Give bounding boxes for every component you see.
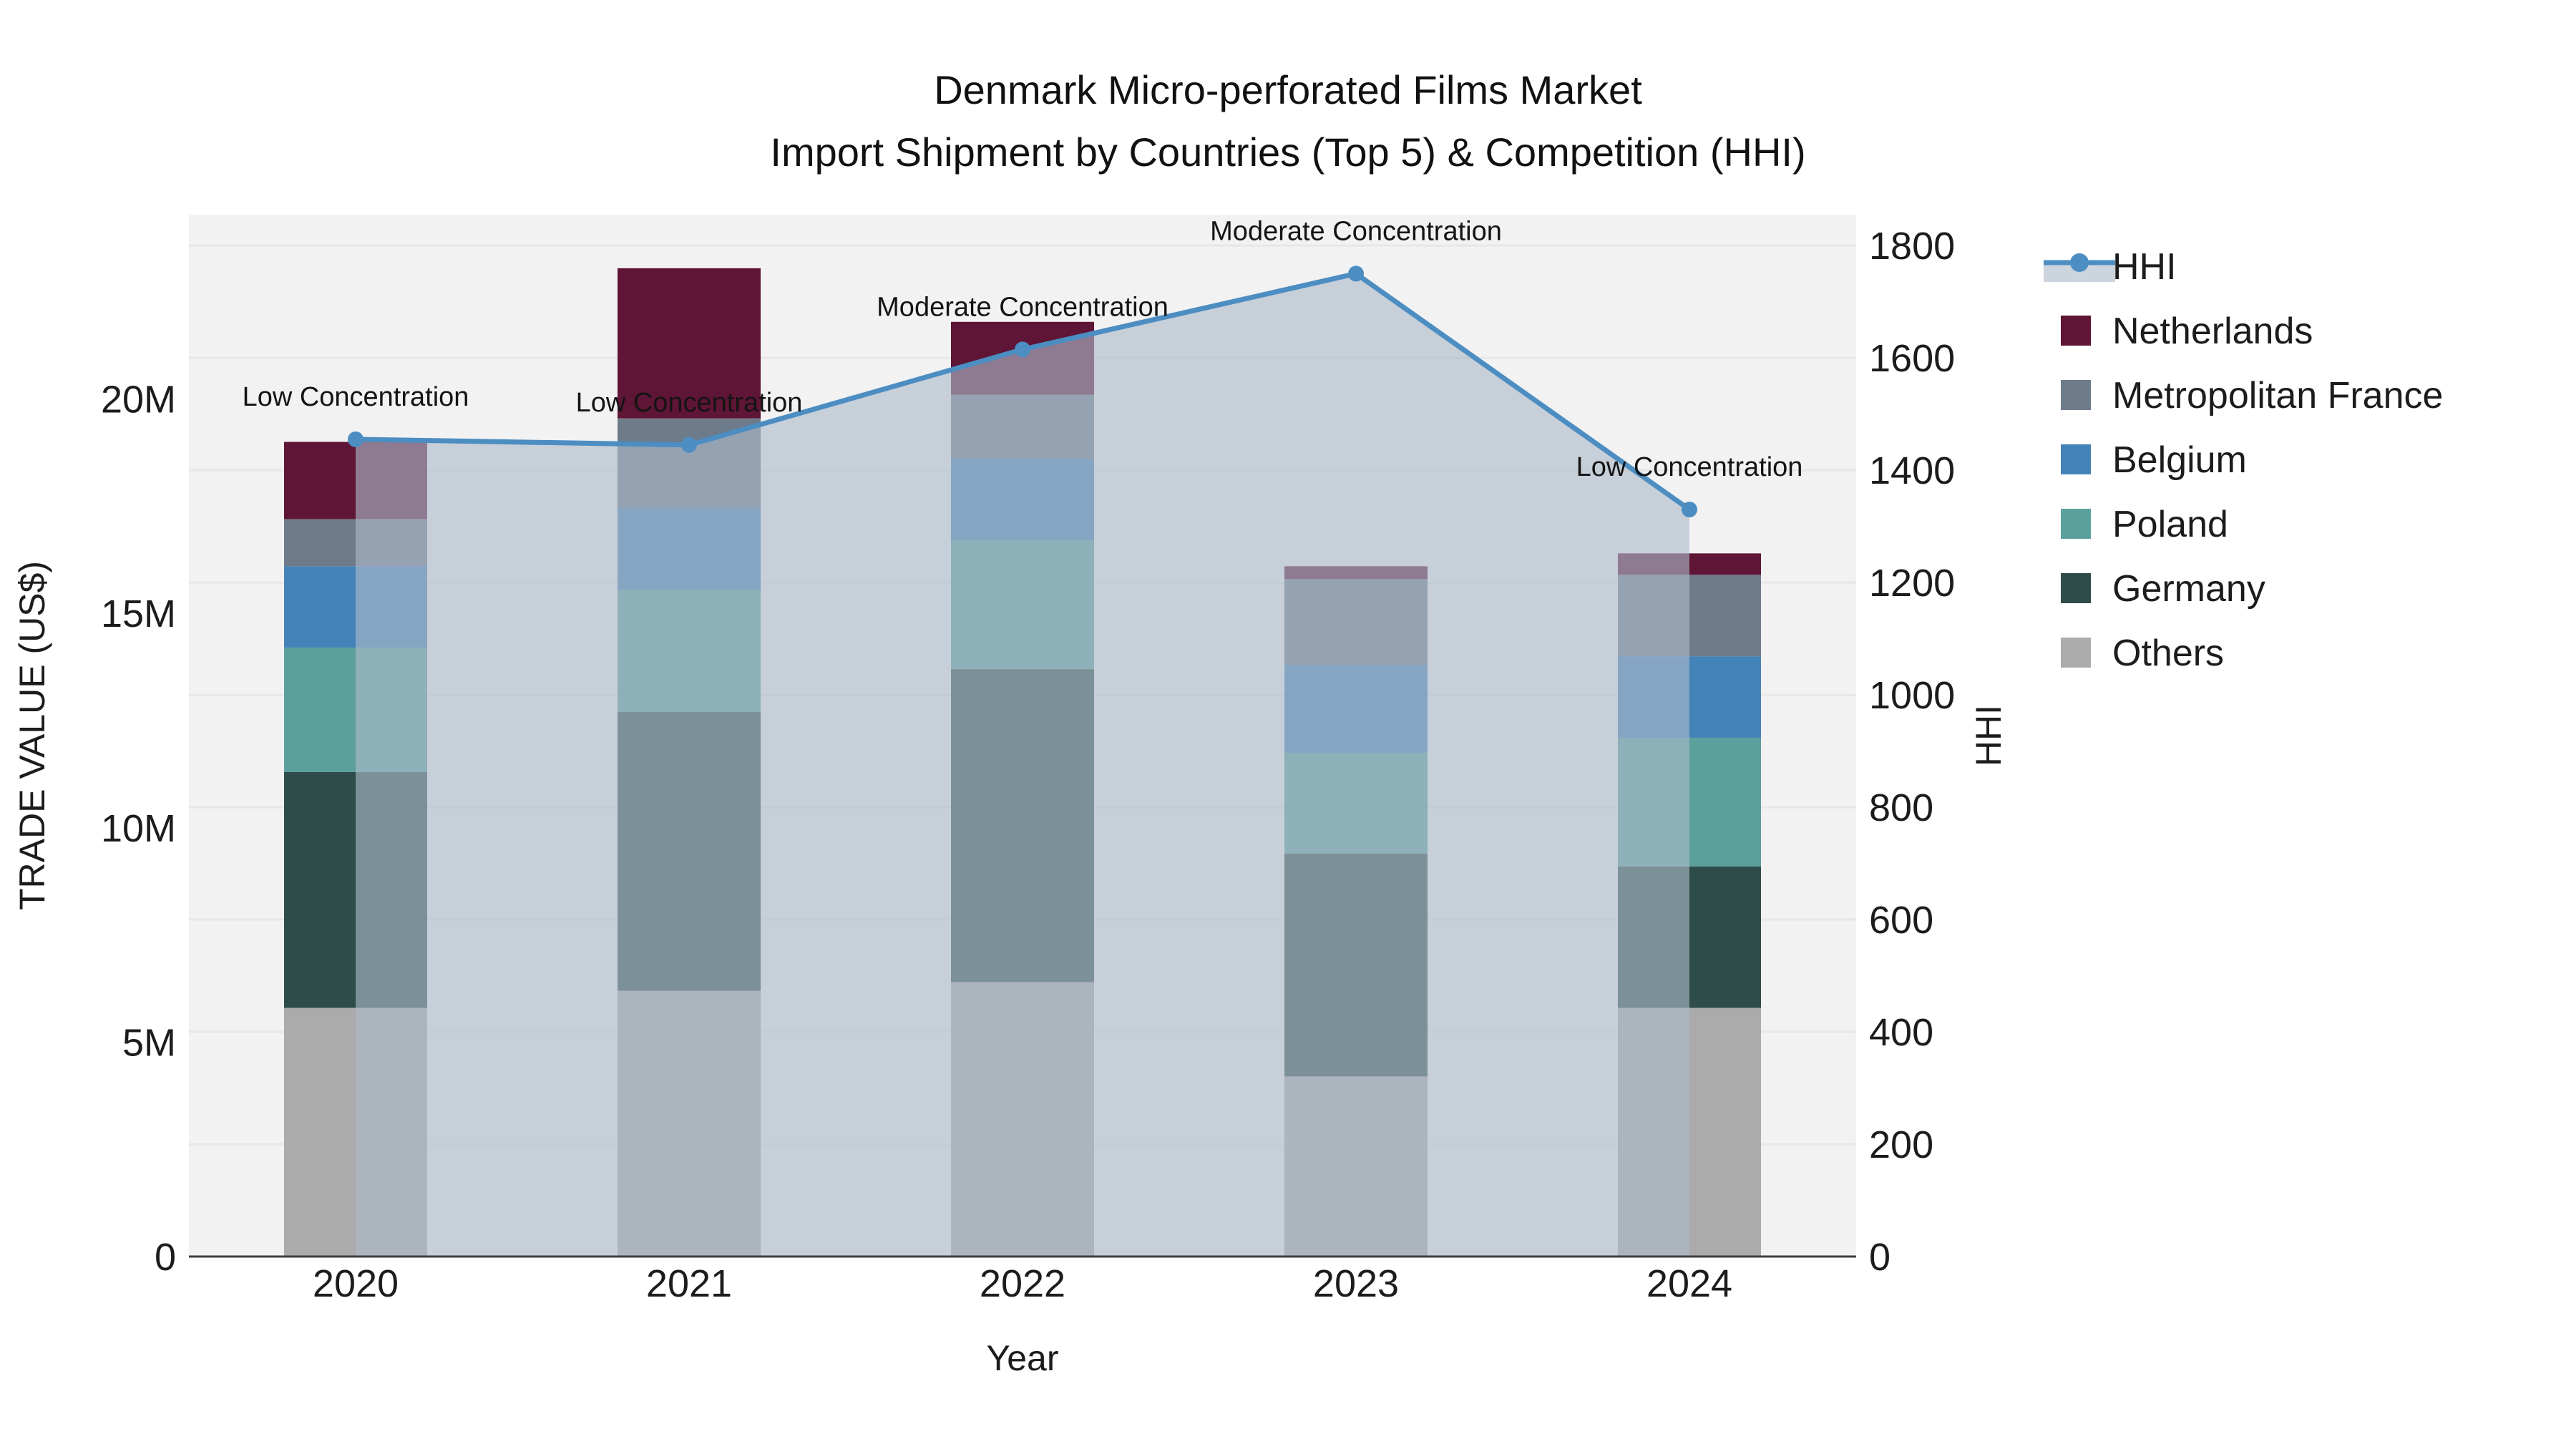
legend-swatch-germany: [2061, 573, 2091, 603]
y-left-tick-5M: 5M: [122, 1021, 176, 1064]
y-right-tick-800: 800: [1869, 786, 1933, 829]
bar-segment-netherlands-2021[interactable]: [618, 268, 761, 419]
legend-item-belgium[interactable]: Belgium: [2061, 439, 2247, 481]
x-tick-2024: 2024: [1646, 1262, 1732, 1305]
y-left-tick-20M: 20M: [101, 379, 176, 421]
y-left-axis-title: TRADE VALUE (US$): [12, 561, 52, 910]
x-tick-2022: 2022: [980, 1262, 1065, 1305]
y-right-tick-1200: 1200: [1869, 562, 1955, 605]
y-right-tick-1000: 1000: [1869, 674, 1955, 717]
legend-label: Metropolitan France: [2112, 375, 2443, 416]
hhi-marker-2020[interactable]: [348, 431, 364, 447]
legend-label: Poland: [2112, 504, 2228, 545]
y-right-tick-0: 0: [1869, 1236, 1890, 1279]
y-right-tick-400: 400: [1869, 1011, 1933, 1054]
legend-item-hhi[interactable]: HHI: [2044, 246, 2177, 288]
hhi-marker-2021[interactable]: [681, 436, 697, 453]
y-right-tick-200: 200: [1869, 1123, 1933, 1166]
x-axis-title: Year: [986, 1338, 1058, 1378]
legend-label: HHI: [2112, 246, 2177, 288]
x-tick-2020: 2020: [313, 1262, 399, 1305]
legend-label: Others: [2112, 633, 2224, 674]
y-left-tick-10M: 10M: [101, 807, 176, 850]
annotation-2022: Moderate Concentration: [877, 292, 1169, 322]
legend-swatch-poland: [2061, 509, 2091, 539]
legend-swatch-netherlands: [2061, 316, 2091, 346]
annotation-2024: Low Concentration: [1576, 452, 1803, 482]
legend-item-poland[interactable]: Poland: [2061, 504, 2228, 545]
y-left-tick-15M: 15M: [101, 592, 176, 635]
y-left-tick-0: 0: [155, 1236, 176, 1279]
chart-subtitle: Import Shipment by Countries (Top 5) & C…: [770, 130, 1805, 175]
y-right-tick-1600: 1600: [1869, 337, 1955, 380]
y-right-tick-1400: 1400: [1869, 449, 1955, 492]
legend-item-metropolitan-france[interactable]: Metropolitan France: [2061, 375, 2443, 416]
legend-label: Germany: [2112, 568, 2265, 610]
legend-item-netherlands[interactable]: Netherlands: [2061, 311, 2313, 352]
y-right-tick-1800: 1800: [1869, 225, 1955, 268]
x-tick-2021: 2021: [646, 1262, 732, 1305]
annotation-2020: Low Concentration: [243, 382, 469, 412]
x-tick-labels: 2020 2021 2022 2023 2024: [313, 1262, 1732, 1305]
legend-swatch-metropolitan-france: [2061, 380, 2091, 410]
y-right-axis-title: HHI: [1968, 705, 2009, 766]
annotation-2021: Low Concentration: [576, 388, 803, 418]
y-right-tick-labels: 0 200 400 600 800 1000 1200 1400 1600 1800: [1869, 225, 1955, 1279]
legend-item-germany[interactable]: Germany: [2061, 568, 2265, 610]
hhi-marker-2024[interactable]: [1682, 502, 1697, 518]
legend: HHI Netherlands Metropolitan France Belgium…: [2044, 246, 2443, 674]
annotations: Low Concentration Low Concentration Modera…: [243, 216, 1803, 482]
chart-title: Denmark Micro-perforated Films Market: [934, 67, 1642, 112]
legend-swatch-belgium: [2061, 444, 2091, 474]
hhi-marker-2023[interactable]: [1348, 265, 1364, 282]
hhi-marker-2022[interactable]: [1015, 341, 1030, 358]
annotation-2023: Moderate Concentration: [1210, 216, 1502, 246]
legend-label: Belgium: [2112, 439, 2247, 481]
x-tick-2023: 2023: [1313, 1262, 1399, 1305]
legend-label: Netherlands: [2112, 311, 2313, 352]
hhi-markers: [348, 265, 1697, 518]
hhi-area-fill: [356, 273, 1689, 1257]
legend-hhi-marker-icon: [2070, 253, 2089, 272]
legend-item-others[interactable]: Others: [2061, 633, 2224, 674]
y-right-tick-600: 600: [1869, 899, 1933, 942]
y-left-tick-labels: 0 5M 10M 15M 20M: [101, 379, 176, 1279]
legend-swatch-others: [2061, 638, 2091, 668]
